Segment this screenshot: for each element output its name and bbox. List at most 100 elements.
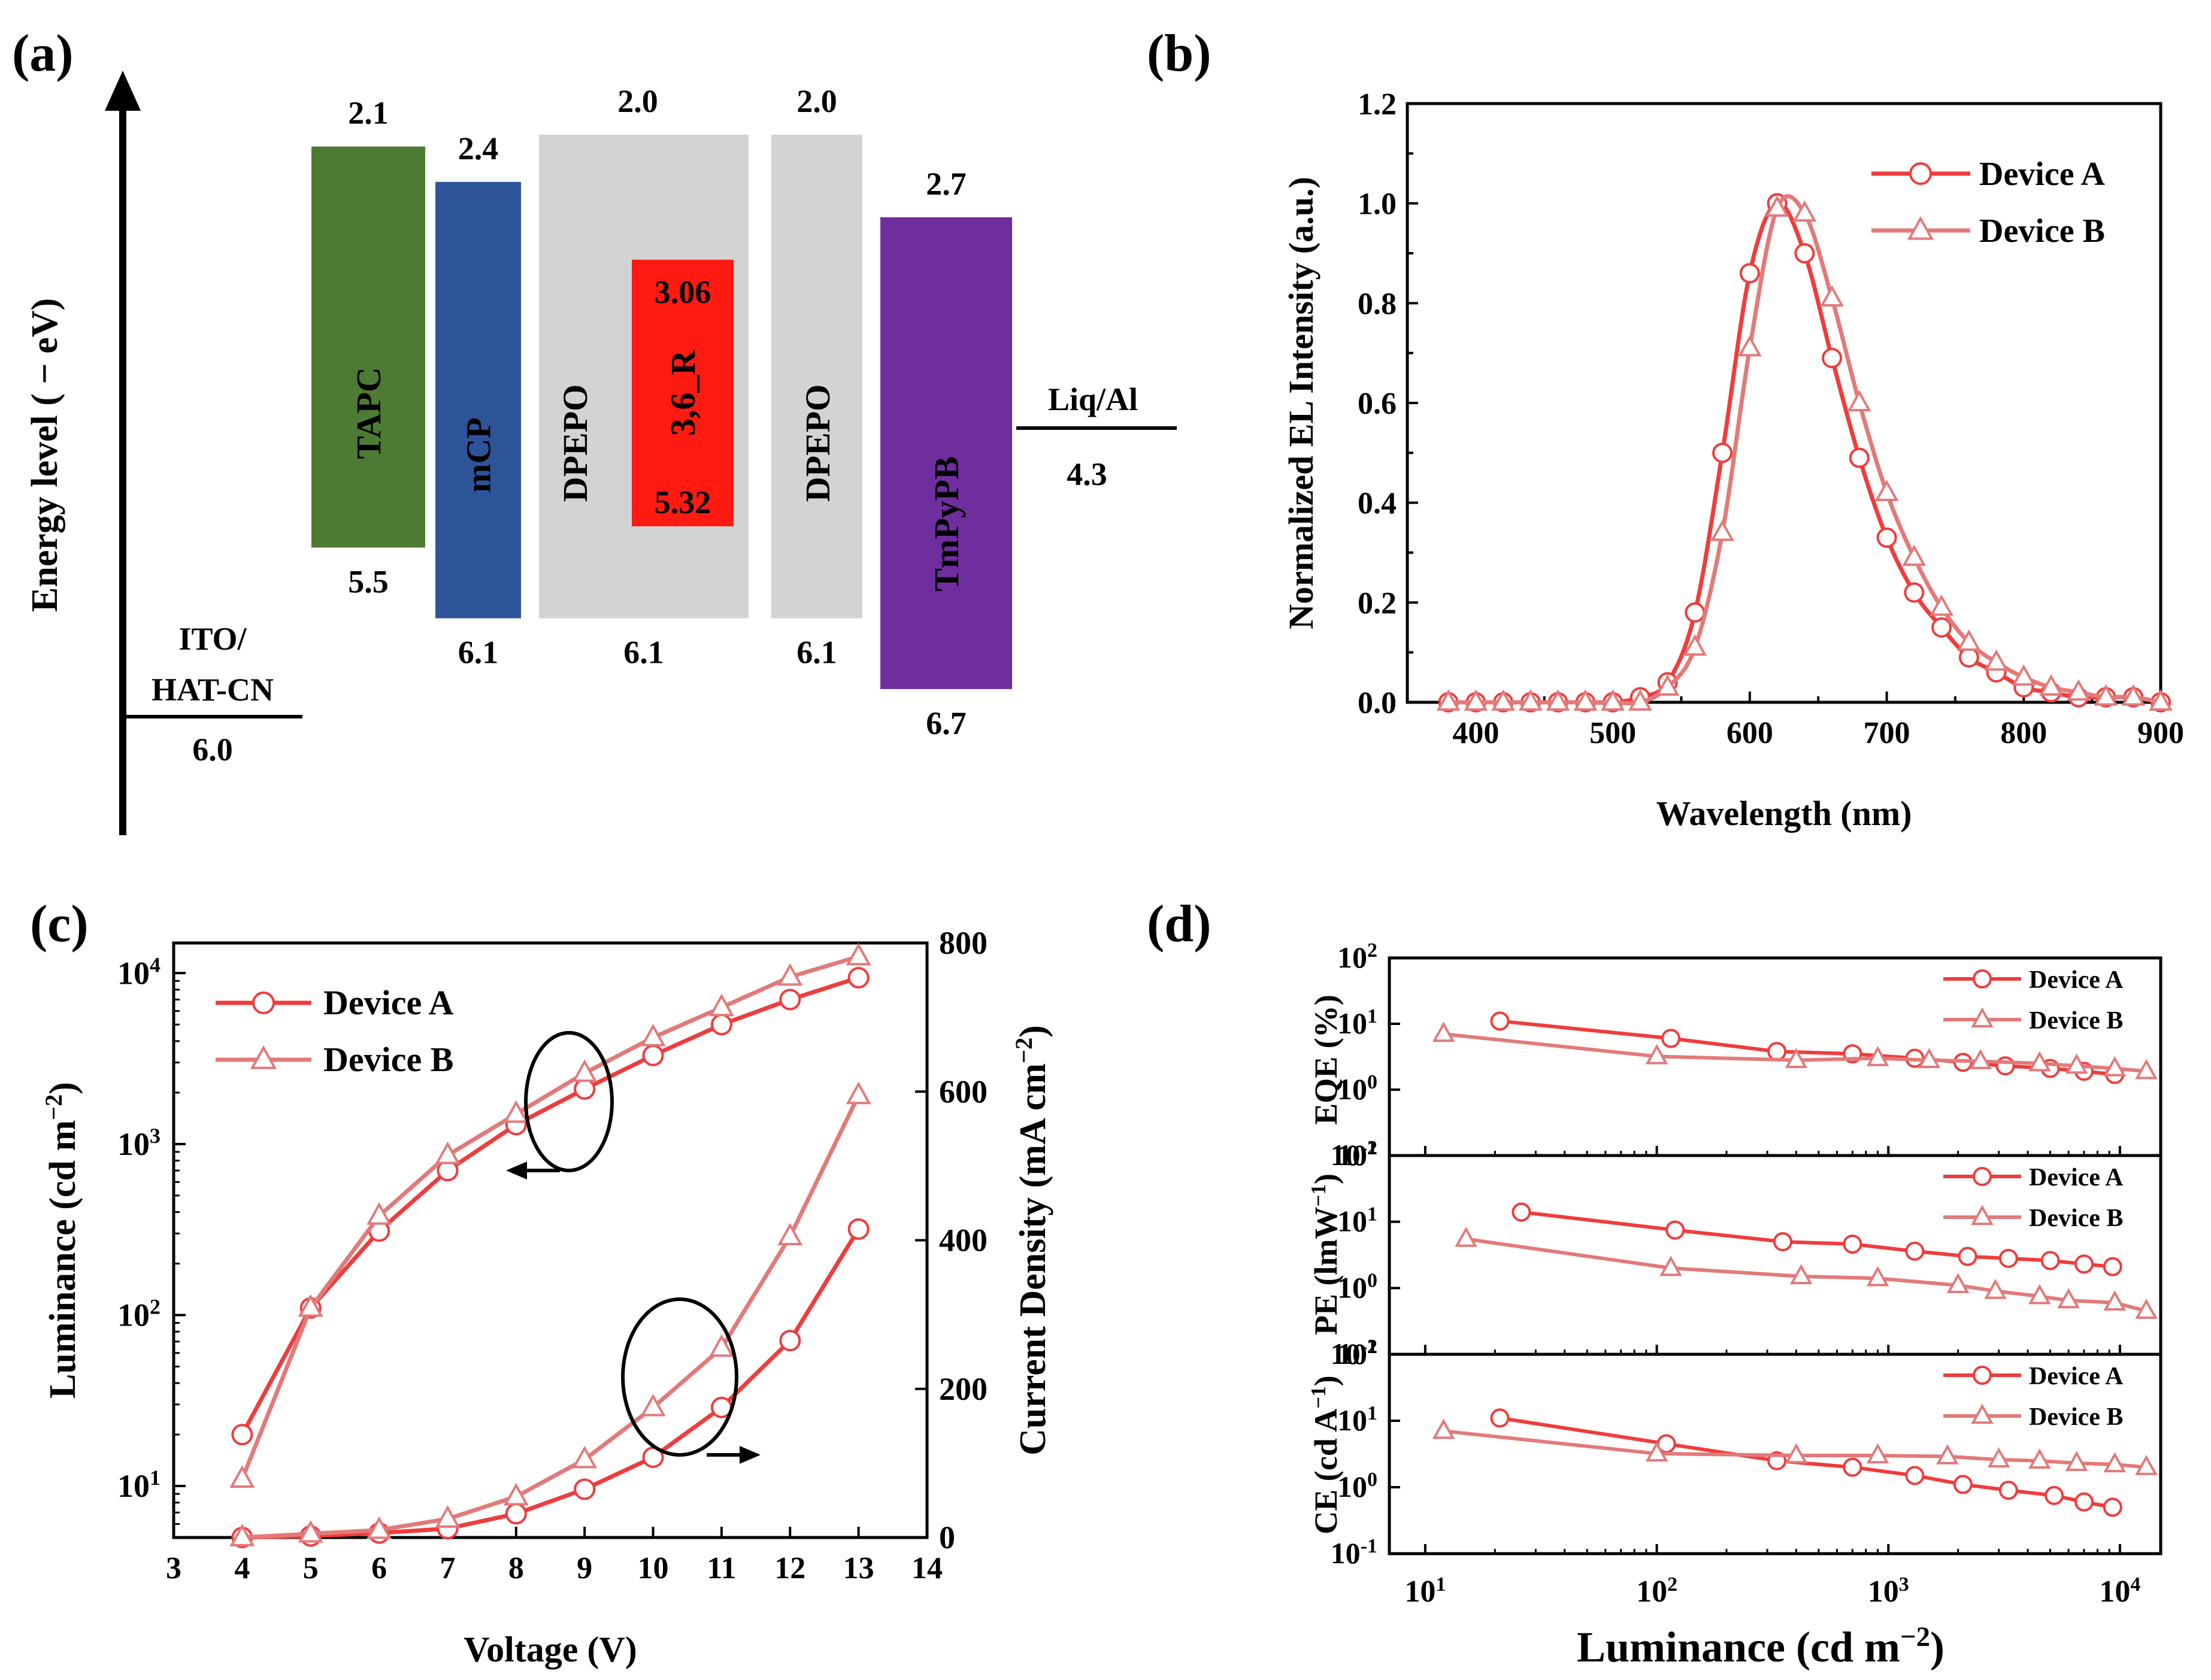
energy-level-diagram: Energy level ( − eV) 2.1 5.5 TAPC 2.4 6.1 mCP 2…: [25, 71, 1177, 835]
data-point: [1969, 1048, 1992, 1069]
legend-label: Device A: [1979, 156, 2105, 193]
layer-name: mCP: [459, 417, 498, 493]
data-point: [1432, 1418, 1455, 1439]
x-axis-label: Voltage (V): [464, 1630, 637, 1669]
data-point: [846, 1081, 871, 1105]
data-point: [1785, 1048, 1808, 1068]
data-point: [1490, 1408, 1510, 1428]
homo-label: 6.1: [623, 635, 664, 671]
data-point: [367, 1516, 392, 1539]
data-point: [1573, 689, 1598, 711]
homo-label: 6.1: [458, 635, 499, 671]
legend-marker: [1909, 162, 1932, 185]
legend-marker: [250, 1045, 277, 1069]
y-tick-label: 1.0: [1358, 187, 1397, 222]
series-line: [240, 954, 859, 1480]
legend-marker: [1973, 1366, 1992, 1385]
x-tick-label: 104: [2099, 1573, 2140, 1609]
data-point: [1931, 617, 1952, 638]
data-point: [708, 993, 734, 1017]
series-line: [1465, 1237, 2147, 1313]
y-tick-label: 10-1: [1331, 1336, 1377, 1371]
el-spectrum-chart: 400 500 600 700 800 900 0.0 0.2 0.4 0.6 0.8 1.0 1.2 W…: [1282, 87, 2184, 833]
data-point: [1820, 285, 1844, 307]
x-tick-label: 12: [774, 1551, 805, 1585]
y-tick-label: 0.6: [1358, 387, 1397, 421]
legend-marker: [1907, 216, 1934, 240]
data-point: [2149, 689, 2173, 711]
data-point: [1546, 689, 1570, 711]
legend-marker: [1973, 1167, 1992, 1186]
data-point: [1645, 1441, 1668, 1462]
data-point: [1490, 1011, 1510, 1031]
data-point: [2103, 1056, 2127, 1076]
x-tick-label: 8: [508, 1551, 524, 1585]
data-point: [1822, 348, 1843, 368]
annotation-ellipse-right: [621, 1297, 738, 1457]
data-point: [1905, 1466, 1925, 1485]
y-tick-label: 101: [1337, 1203, 1377, 1238]
subplot-y-label: PE (lmW−1): [1307, 1173, 1344, 1335]
data-point: [1956, 629, 1981, 651]
data-point: [574, 1078, 596, 1100]
homo-label: 5.5: [348, 564, 389, 600]
data-point: [1601, 689, 1625, 711]
data-point: [1785, 1443, 1808, 1464]
x-tick-label: 700: [1864, 716, 1910, 750]
data-point: [2028, 1051, 2051, 1072]
subplot-y-label: EQE (%): [1308, 994, 1344, 1125]
data-point: [572, 1059, 598, 1082]
lumo-label: 2.7: [926, 166, 967, 202]
data-point: [298, 1294, 323, 1317]
layer-tmpypb: [880, 217, 1012, 689]
y2-axis-label: Current Density (mA cm−2): [1010, 1025, 1054, 1455]
y-tick-label: 10-1: [1331, 1535, 1377, 1570]
legend-marker: [1971, 1007, 1994, 1028]
plot-frame: [172, 941, 929, 1539]
layer-36r: [632, 259, 734, 527]
lumo-label: 2.1: [348, 95, 389, 131]
y-tick-label: 100: [1337, 1071, 1377, 1106]
ito-label-line2: HAT-CN: [152, 672, 274, 708]
data-point: [779, 1330, 801, 1352]
x-tick-label: 11: [707, 1551, 736, 1585]
layer-name: DPEPO: [556, 384, 595, 502]
legend-label: Device B: [2029, 1007, 2123, 1035]
y2-tick-label: 800: [939, 925, 988, 961]
data-point: [1665, 1220, 1685, 1240]
ito-work-function: 6.0: [192, 732, 233, 768]
liq-label: Liq/Al: [1048, 381, 1138, 417]
data-point: [1767, 1042, 1787, 1062]
data-point: [1946, 1273, 1970, 1293]
y-tick-label: 102: [1337, 1137, 1377, 1172]
x-tick-label: 14: [911, 1551, 943, 1585]
x-tick-label: 13: [843, 1551, 874, 1585]
data-point: [229, 1524, 255, 1546]
legend-label: Device A: [323, 983, 454, 1022]
data-point: [298, 1520, 323, 1543]
liq-work-function: 4.3: [1067, 456, 1107, 492]
y-axis-label: Normalized EL Intensity (a.u.): [1282, 177, 1320, 629]
data-point: [2066, 679, 2091, 701]
series-line: [1521, 1210, 2113, 1269]
y-tick-label: 100: [1337, 1469, 1377, 1504]
data-point: [708, 1334, 734, 1357]
data-point: [1628, 689, 1652, 711]
annotation-arrowhead-right: [740, 1446, 761, 1464]
x-tick-label: 3: [166, 1551, 181, 1585]
data-point: [1432, 1021, 1455, 1042]
data-point: [846, 942, 871, 966]
energy-axis-label: Energy level ( − eV): [25, 298, 65, 612]
lumo-label: 2.0: [617, 83, 658, 119]
x-tick-label: 4: [234, 1551, 250, 1585]
data-point: [642, 1044, 664, 1066]
series-line: [1500, 1416, 2113, 1509]
data-point: [1984, 649, 2009, 671]
panel-label-d: (d): [1147, 895, 1211, 953]
panel-label-a: (a): [12, 25, 74, 83]
y-tick-label: 0.8: [1358, 287, 1397, 321]
data-point: [1765, 195, 1789, 217]
data-point: [1710, 519, 1734, 541]
